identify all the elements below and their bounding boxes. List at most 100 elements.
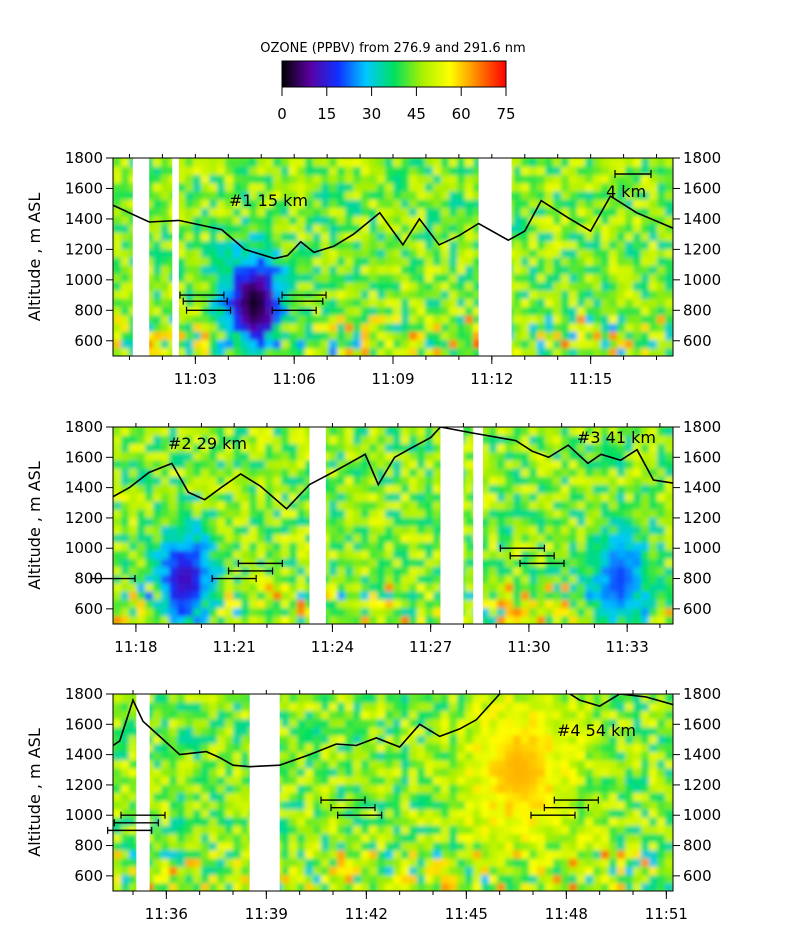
heatmap-cell [201, 558, 210, 567]
heatmap-cell [529, 793, 538, 802]
heatmap-cell [313, 793, 322, 802]
heatmap-cell [425, 249, 434, 258]
heatmap-cell [609, 249, 618, 258]
heatmap-cell [209, 702, 218, 711]
heatmap-cell [433, 183, 442, 192]
heatmap-cell [361, 158, 370, 167]
heatmap-cell [601, 290, 610, 299]
heatmap-cell [161, 558, 170, 567]
heatmap-cell [233, 501, 242, 510]
heatmap-cell [393, 526, 402, 535]
heatmap-cell [249, 427, 258, 436]
heatmap-cell [585, 175, 594, 184]
heatmap-cell [305, 298, 314, 307]
heatmap-cell [113, 468, 122, 477]
heatmap-cell [585, 883, 594, 892]
heatmap-cell [385, 768, 394, 777]
heatmap-cell [193, 575, 202, 584]
heatmap-cell [249, 484, 258, 493]
heatmap-cell [337, 694, 346, 703]
heatmap-cell [537, 599, 546, 608]
heatmap-cell [297, 558, 306, 567]
heatmap-cell [425, 443, 434, 452]
heatmap-cell [233, 866, 242, 875]
heatmap-cell [537, 232, 546, 241]
heatmap-cell [353, 443, 362, 452]
heatmap-cell [129, 743, 138, 752]
heatmap-cell [337, 702, 346, 711]
heatmap-cell [585, 216, 594, 225]
heatmap-cell [393, 427, 402, 436]
heatmap-cell [433, 558, 442, 567]
heatmap-cell [489, 460, 498, 469]
heatmap-cell [329, 435, 338, 444]
heatmap-cell [393, 702, 402, 711]
heatmap-cell [369, 825, 378, 834]
heatmap-cell [257, 468, 266, 477]
heatmap-cell [241, 809, 250, 818]
heatmap-cell [289, 476, 298, 485]
heatmap-cell [513, 315, 522, 324]
heatmap-cell [345, 599, 354, 608]
heatmap-cell [393, 735, 402, 744]
heatmap-cell [537, 274, 546, 283]
heatmap-cell [505, 776, 514, 785]
heatmap-cell [329, 315, 338, 324]
heatmap-cell [361, 583, 370, 592]
heatmap-cell [217, 216, 226, 225]
heatmap-cell [385, 542, 394, 551]
heatmap-cell [121, 751, 130, 760]
heatmap-cell [161, 232, 170, 241]
heatmap-cell [321, 340, 330, 349]
heatmap-cell [393, 274, 402, 283]
heatmap-cell [577, 274, 586, 283]
heatmap-cell [593, 484, 602, 493]
heatmap-cell [577, 608, 586, 617]
heatmap-cell [329, 452, 338, 461]
heatmap-cell [185, 727, 194, 736]
heatmap-cell [657, 583, 666, 592]
heatmap-cell [161, 509, 170, 518]
heatmap-cell [545, 290, 554, 299]
heatmap-cell [649, 199, 658, 208]
heatmap-cell [113, 315, 122, 324]
heatmap-cell [289, 883, 298, 892]
heatmap-cell [497, 809, 506, 818]
heatmap-cell [289, 323, 298, 332]
heatmap-cell [425, 760, 434, 769]
heatmap-cell [401, 760, 410, 769]
heatmap-cell [641, 290, 650, 299]
heatmap-cell [121, 793, 130, 802]
heatmap-cell [433, 719, 442, 728]
heatmap-cell [177, 784, 186, 793]
heatmap-cell [353, 166, 362, 175]
heatmap-cell [409, 719, 418, 728]
heatmap-cell [617, 348, 626, 357]
heatmap-cell [289, 340, 298, 349]
heatmap-cell [609, 232, 618, 241]
heatmap-cell [521, 315, 530, 324]
heatmap-cell [409, 257, 418, 266]
heatmap-cell [577, 526, 586, 535]
heatmap-cell [529, 883, 538, 892]
heatmap-cell [577, 616, 586, 625]
heatmap-cell [665, 509, 674, 518]
heatmap-cell [137, 427, 146, 436]
heatmap-cell [113, 583, 122, 592]
heatmap-cell [161, 542, 170, 551]
heatmap-cell [305, 315, 314, 324]
heatmap-cell [545, 866, 554, 875]
heatmap-cell [441, 825, 450, 834]
heatmap-cell [545, 232, 554, 241]
heatmap-cell [369, 591, 378, 600]
heatmap-cell [249, 599, 258, 608]
heatmap-cell [465, 608, 474, 617]
heatmap-cell [353, 158, 362, 167]
heatmap-cell [153, 834, 162, 843]
heatmap-cell [481, 834, 490, 843]
heatmap-cell [265, 443, 274, 452]
heatmap-cell [641, 526, 650, 535]
heatmap-cell [337, 850, 346, 859]
heatmap-cell [441, 323, 450, 332]
heatmap-cell [417, 817, 426, 826]
